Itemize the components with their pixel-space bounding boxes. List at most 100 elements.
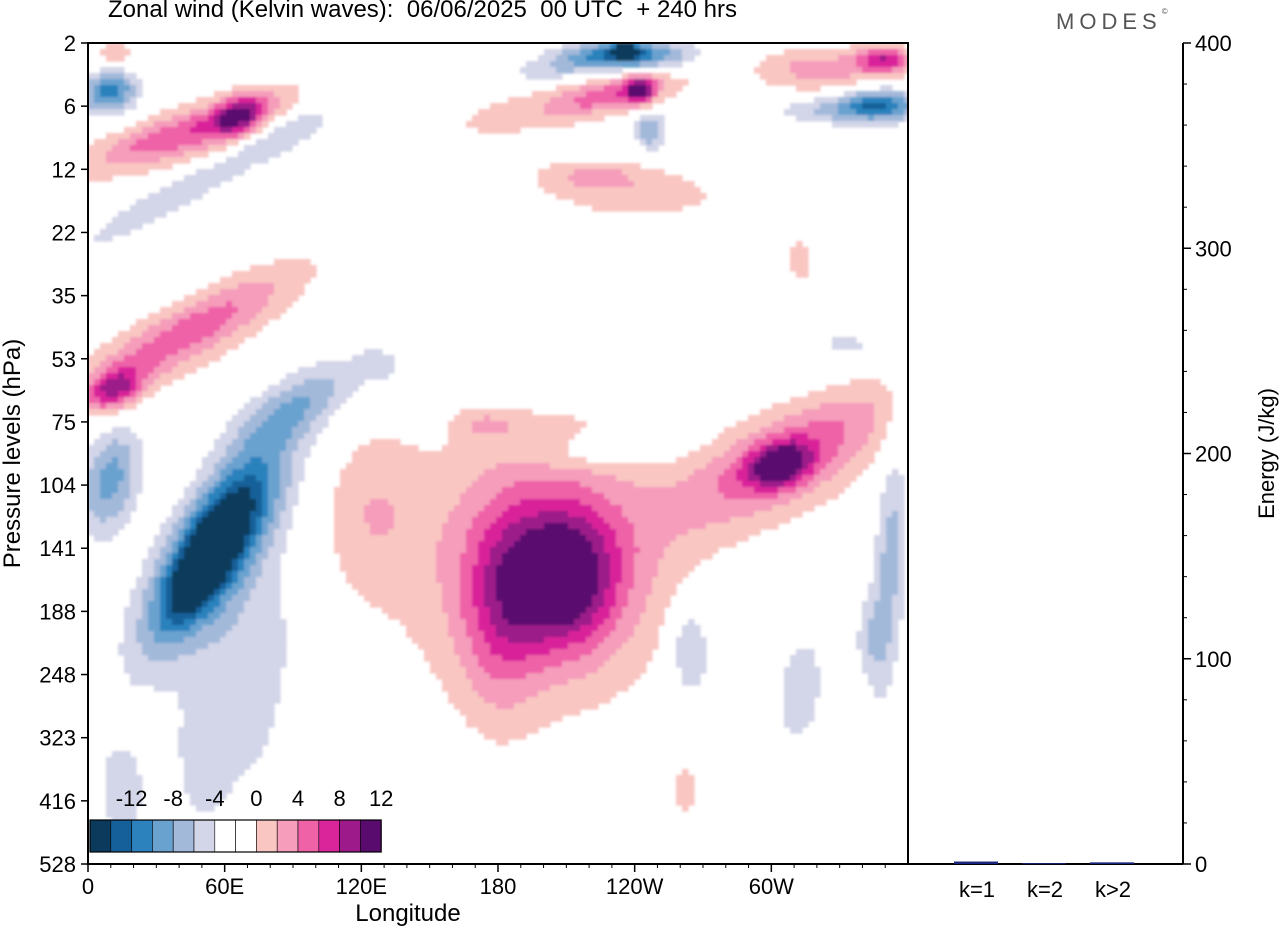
field-cell (604, 589, 611, 596)
field-cell (442, 589, 449, 596)
field-cell (568, 541, 575, 548)
field-cell (490, 571, 497, 578)
field-cell (508, 97, 515, 104)
field-cell (364, 511, 371, 518)
field-cell (850, 475, 857, 482)
field-cell (268, 565, 275, 572)
field-cell (838, 439, 845, 446)
field-cell (568, 181, 575, 188)
field-cell (658, 547, 665, 554)
field-cell (112, 409, 119, 416)
field-cell (286, 415, 293, 422)
field-cell (124, 499, 131, 506)
field-cell (838, 457, 845, 464)
field-cell (154, 145, 161, 152)
field-cell (550, 439, 557, 446)
field-cell (820, 49, 827, 56)
field-cell (106, 367, 113, 374)
field-cell (280, 109, 287, 116)
field-cell (208, 463, 215, 470)
field-cell (412, 475, 419, 482)
field-cell (316, 373, 323, 380)
field-cell (220, 523, 227, 530)
field-cell (790, 253, 797, 260)
field-cell (832, 445, 839, 452)
field-cell (724, 505, 731, 512)
field-cell (514, 463, 521, 470)
field-cell (526, 97, 533, 104)
field-cell (172, 109, 179, 116)
field-cell (730, 541, 737, 548)
field-cell (196, 511, 203, 518)
field-cell (694, 475, 701, 482)
field-cell (580, 463, 587, 470)
field-cell (262, 421, 269, 428)
field-cell (280, 409, 287, 416)
field-cell (760, 421, 767, 428)
field-cell (436, 535, 443, 542)
field-cell (688, 457, 695, 464)
field-cell (418, 553, 425, 560)
field-cell (238, 595, 245, 602)
field-cell (874, 565, 881, 572)
field-cell (790, 265, 797, 272)
field-cell (334, 385, 341, 392)
field-cell (424, 475, 431, 482)
field-cell (748, 439, 755, 446)
field-cell (322, 379, 329, 386)
field-cell (394, 445, 401, 452)
field-cell (856, 445, 863, 452)
field-cell (514, 439, 521, 446)
field-cell (376, 529, 383, 536)
field-cell (880, 547, 887, 554)
field-cell (562, 529, 569, 536)
field-cell (490, 577, 497, 584)
field-cell (610, 601, 617, 608)
field-cell (832, 457, 839, 464)
field-cell (664, 511, 671, 518)
field-cell (250, 595, 257, 602)
field-cell (586, 187, 593, 194)
field-cell (592, 505, 599, 512)
field-cell (712, 505, 719, 512)
field-cell (814, 85, 821, 92)
field-cell (94, 367, 101, 374)
field-cell (136, 211, 143, 218)
field-cell (676, 49, 683, 56)
field-cell (724, 451, 731, 458)
field-cell (838, 61, 845, 68)
field-cell (880, 583, 887, 590)
field-cell (466, 475, 473, 482)
field-cell (262, 115, 269, 122)
field-cell (394, 553, 401, 560)
field-cell (694, 469, 701, 476)
field-cell (280, 457, 287, 464)
field-cell (502, 553, 509, 560)
field-cell (364, 373, 371, 380)
field-cell (628, 487, 635, 494)
field-cell (136, 325, 143, 332)
field-cell (730, 493, 737, 500)
field-cell (106, 505, 113, 512)
field-cell (136, 145, 143, 152)
field-cell (364, 367, 371, 374)
field-cell (196, 325, 203, 332)
field-cell (808, 409, 815, 416)
field-cell (616, 505, 623, 512)
field-cell (232, 109, 239, 116)
field-cell (184, 181, 191, 188)
field-cell (478, 565, 485, 572)
field-cell (430, 601, 437, 608)
field-cell (562, 421, 569, 428)
field-cell (622, 535, 629, 542)
field-cell (220, 529, 227, 536)
field-cell (670, 553, 677, 560)
field-cell (220, 583, 227, 590)
field-cell (898, 565, 905, 572)
field-cell (814, 391, 821, 398)
field-cell (886, 73, 893, 80)
field-cell (652, 193, 659, 200)
field-cell (166, 337, 173, 344)
field-cell (562, 517, 569, 524)
field-cell (400, 487, 407, 494)
